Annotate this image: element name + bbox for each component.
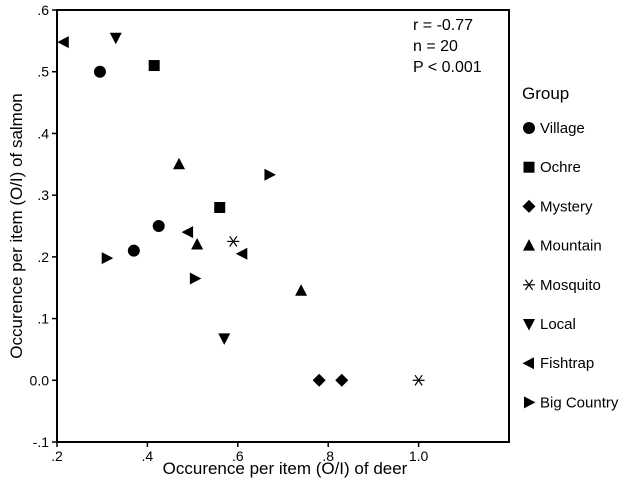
legend-label-fishtrap: Fishtrap — [540, 355, 594, 372]
legend-label-local: Local — [540, 316, 576, 333]
legend-label-village: Village — [540, 120, 585, 137]
y-tick-label: .3 — [37, 187, 49, 203]
y-tick-label: .6 — [37, 2, 49, 18]
y-tick-label: .4 — [37, 125, 49, 141]
point-ochre — [214, 201, 226, 213]
stat-p: P < 0.001 — [413, 59, 482, 76]
point-mountain — [191, 238, 204, 250]
legend-label-mountain: Mountain — [540, 238, 602, 255]
x-tick-label: 1.0 — [409, 448, 429, 464]
point-big-country — [101, 252, 114, 265]
point-village — [152, 220, 165, 232]
legend-marker-village — [523, 122, 535, 134]
legend-marker-big-country — [524, 396, 536, 409]
point-local — [218, 333, 231, 345]
x-tick-label: .4 — [142, 448, 154, 464]
point-mosquito — [227, 235, 240, 247]
stat-r: r = -0.77 — [413, 17, 473, 34]
legend-label-big-country: Big Country — [540, 394, 619, 411]
point-local — [109, 32, 122, 45]
point-mountain — [295, 284, 308, 296]
legend-marker-fishtrap — [522, 357, 534, 370]
point-mystery — [335, 373, 349, 387]
legend-marker-mountain — [523, 239, 535, 251]
x-tick-label: .8 — [322, 448, 334, 464]
stat-n: n = 20 — [413, 38, 458, 55]
legend-marker-ochre — [523, 161, 535, 173]
legend: Group Village Ochre Mystery Mountain Mosquit… — [522, 84, 619, 411]
legend-marker-mosquito — [523, 279, 535, 291]
data-points — [57, 32, 425, 387]
point-ochre — [148, 60, 160, 72]
legend-label-mystery: Mystery — [540, 198, 593, 215]
x-axis-title: Occurence per item (O/I) of deer — [163, 459, 408, 478]
point-fishtrap — [181, 226, 194, 239]
plot-frame — [56, 9, 510, 443]
point-big-country — [189, 272, 202, 285]
legend-marker-local — [523, 319, 535, 331]
y-axis-title: Occurence per item (O/I) of salmon — [7, 93, 26, 358]
y-axis: -.1 0.0 .1 .2 .3 .4 .5 .6 — [30, 2, 57, 450]
point-village — [127, 244, 140, 257]
y-tick-label: .5 — [37, 64, 49, 80]
x-tick-label: .6 — [232, 448, 244, 464]
stats-box: r = -0.77 n = 20 P < 0.001 — [413, 17, 482, 76]
point-fishtrap — [57, 36, 69, 49]
point-village — [93, 65, 106, 78]
point-mountain — [173, 157, 186, 170]
x-axis: .2 .4 .6 .8 1.0 — [51, 442, 429, 464]
y-tick-label: -.1 — [33, 434, 50, 450]
point-mystery — [312, 373, 326, 387]
legend-marker-mystery — [522, 199, 536, 213]
legend-title: Group — [522, 84, 569, 103]
point-big-country — [264, 168, 276, 181]
y-tick-label: .2 — [37, 249, 49, 265]
legend-label-mosquito: Mosquito — [540, 277, 601, 294]
y-tick-label: 0.0 — [30, 372, 50, 388]
point-fishtrap — [235, 247, 248, 260]
x-tick-label: .2 — [51, 448, 63, 464]
y-tick-label: .1 — [37, 311, 49, 327]
legend-label-ochre: Ochre — [540, 159, 581, 176]
point-mosquito — [412, 374, 425, 386]
